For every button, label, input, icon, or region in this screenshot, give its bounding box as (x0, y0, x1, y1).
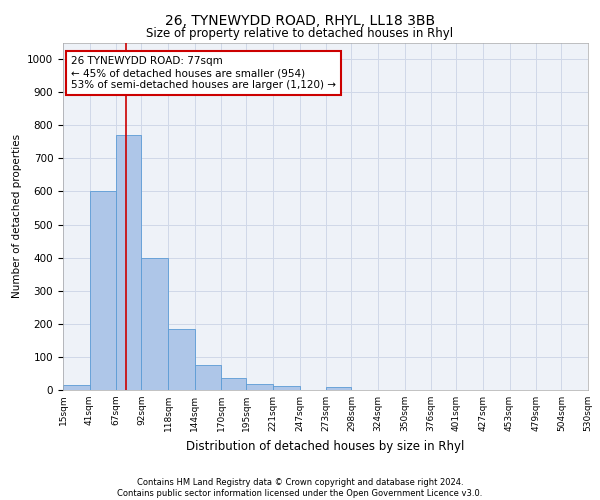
Bar (89, 192, 116, 390)
Bar (247, 384, 273, 390)
X-axis label: Distribution of detached houses by size in Rhyl: Distribution of detached houses by size … (187, 440, 464, 452)
Y-axis label: Number of detached properties: Number of detached properties (11, 134, 22, 298)
Bar (326, 386, 352, 390)
Bar (221, 378, 247, 390)
Bar (273, 386, 299, 390)
Text: 26 TYNEWYDD ROAD: 77sqm
← 45% of detached houses are smaller (954)
53% of semi-d: 26 TYNEWYDD ROAD: 77sqm ← 45% of detache… (71, 56, 336, 90)
Bar (168, 329, 194, 390)
Bar (116, 135, 142, 390)
Bar (63, 385, 89, 390)
Bar (194, 365, 221, 390)
Bar (142, 258, 168, 390)
Text: Size of property relative to detached houses in Rhyl: Size of property relative to detached ho… (146, 28, 454, 40)
Text: 26, TYNEWYDD ROAD, RHYL, LL18 3BB: 26, TYNEWYDD ROAD, RHYL, LL18 3BB (165, 14, 435, 28)
Text: Contains HM Land Registry data © Crown copyright and database right 2024.
Contai: Contains HM Land Registry data © Crown c… (118, 478, 482, 498)
